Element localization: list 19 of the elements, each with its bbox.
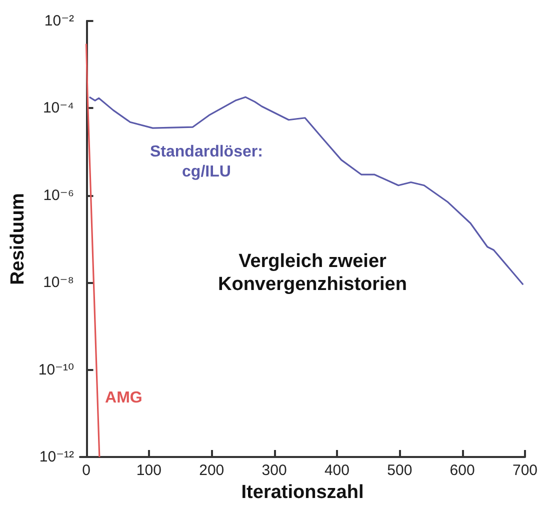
y-tick-label: 10⁻⁸ [43,274,74,292]
x-tick-label: 500 [387,462,412,479]
x-tick-label: 700 [512,462,538,479]
x-tick-label: 100 [136,462,162,479]
x-tick-label: 200 [199,462,224,479]
x-tick-label: 0 [82,462,90,479]
series-label: AMG [105,390,142,406]
series-label: Standardlöser: cg/ILU [150,144,263,180]
y-tick-label: 10⁻¹² [39,448,74,466]
x-tick-label: 400 [324,462,350,479]
x-tick-label: 300 [262,462,287,479]
y-axis-title: Residuum [7,193,28,285]
y-tick-label: 10⁻⁶ [43,186,74,204]
y-tick-label: 10⁻⁴ [42,100,74,117]
x-tick-label: 600 [450,462,475,479]
annotation: Vergleich zweier Konvergenzhistorien [218,251,407,295]
y-tick-label: 10⁻² [44,12,74,30]
x-axis-title: Iterationszahl [241,482,364,503]
y-tick-label: 10⁻¹⁰ [38,361,74,378]
